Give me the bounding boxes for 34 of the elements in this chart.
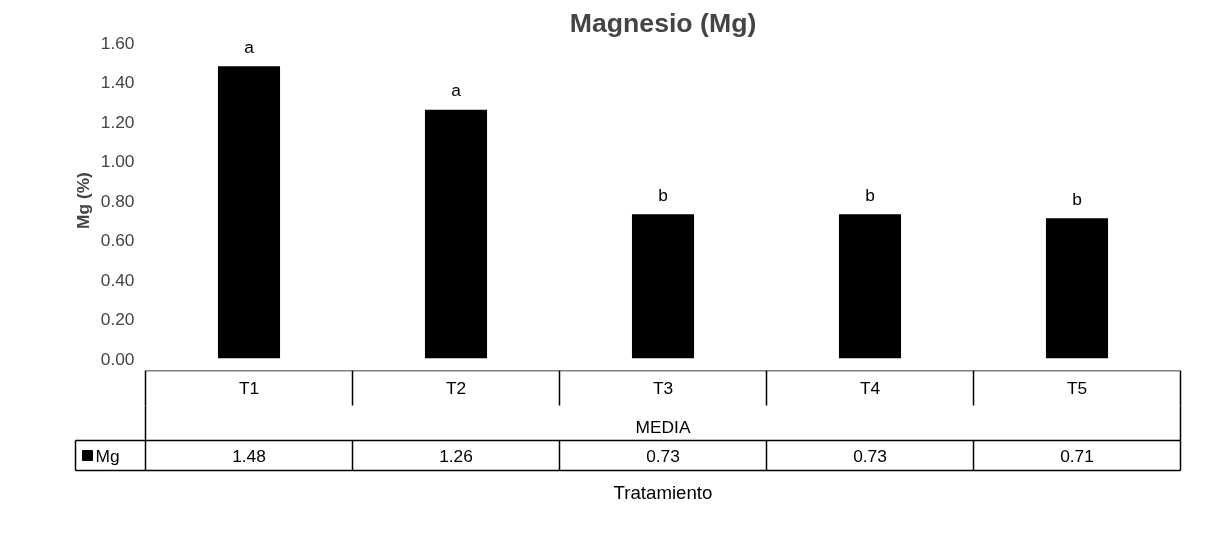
chart-title: Magnesio (Mg) [569, 7, 757, 38]
bar [631, 214, 695, 359]
bar [424, 109, 488, 359]
x-tick-label: T1 [238, 378, 260, 398]
y-tick-label: 0.80 [100, 190, 135, 211]
annotation: a [451, 80, 462, 101]
annotation: b [865, 184, 875, 205]
x-tick-label: T2 [445, 378, 467, 398]
y-tick-label: 1.00 [100, 151, 135, 171]
data-label: 0.71 [1060, 445, 1094, 466]
y-tick-label: 1.60 [100, 32, 135, 53]
annotation: a [244, 36, 255, 57]
x-tick-label: T5 [1066, 378, 1088, 398]
data-label: 1.26 [439, 445, 473, 466]
y-tick-label: 0.00 [100, 348, 135, 369]
data-label: 1.48 [232, 445, 266, 466]
annotation: b [1072, 188, 1082, 209]
y-tick-label: 1.20 [100, 111, 135, 132]
data-label: 0.73 [853, 445, 887, 466]
x-tick-label: T4 [859, 378, 881, 398]
legend-label: Mg [95, 445, 120, 466]
y-axis-title: Mg (%) [72, 172, 93, 229]
x-tick-label: T3 [652, 378, 674, 398]
annotation: b [658, 184, 668, 205]
bar [1045, 218, 1109, 359]
y-tick-label: 0.40 [100, 269, 135, 290]
y-tick-label: 1.40 [100, 72, 135, 92]
bar [217, 66, 281, 359]
bar [838, 214, 902, 359]
data-label: 0.73 [646, 445, 680, 466]
x-axis-title: Tratamiento [613, 482, 713, 503]
text: MEDIA [635, 417, 691, 437]
y-tick-label: 0.20 [100, 309, 135, 329]
y-tick-label: 0.60 [100, 230, 135, 250]
